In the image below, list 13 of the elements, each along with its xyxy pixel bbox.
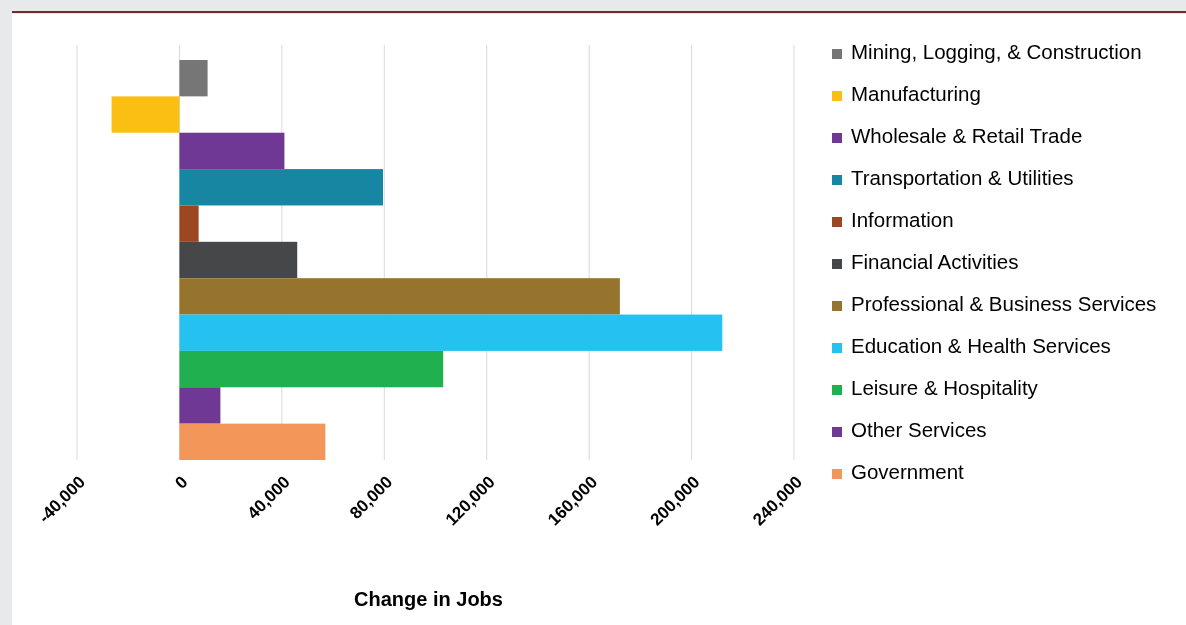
legend-label: Mining, Logging, & Construction bbox=[851, 40, 1142, 64]
legend-label: Transportation & Utilities bbox=[851, 166, 1074, 190]
legend-label: Wholesale & Retail Trade bbox=[851, 124, 1083, 148]
x-tick-label: 0 bbox=[171, 472, 192, 493]
legend-label: Information bbox=[851, 208, 954, 232]
legend-label: Education & Health Services bbox=[851, 334, 1111, 358]
legend-label: Government bbox=[851, 460, 965, 484]
legend-label: Professional & Business Services bbox=[851, 292, 1157, 316]
legend-label: Financial Activities bbox=[851, 250, 1019, 274]
x-axis-title: Change in Jobs bbox=[354, 588, 503, 610]
legend-label: Other Services bbox=[851, 418, 987, 442]
legend-label: Leisure & Hospitality bbox=[851, 376, 1039, 400]
legend-label: Manufacturing bbox=[851, 82, 981, 106]
